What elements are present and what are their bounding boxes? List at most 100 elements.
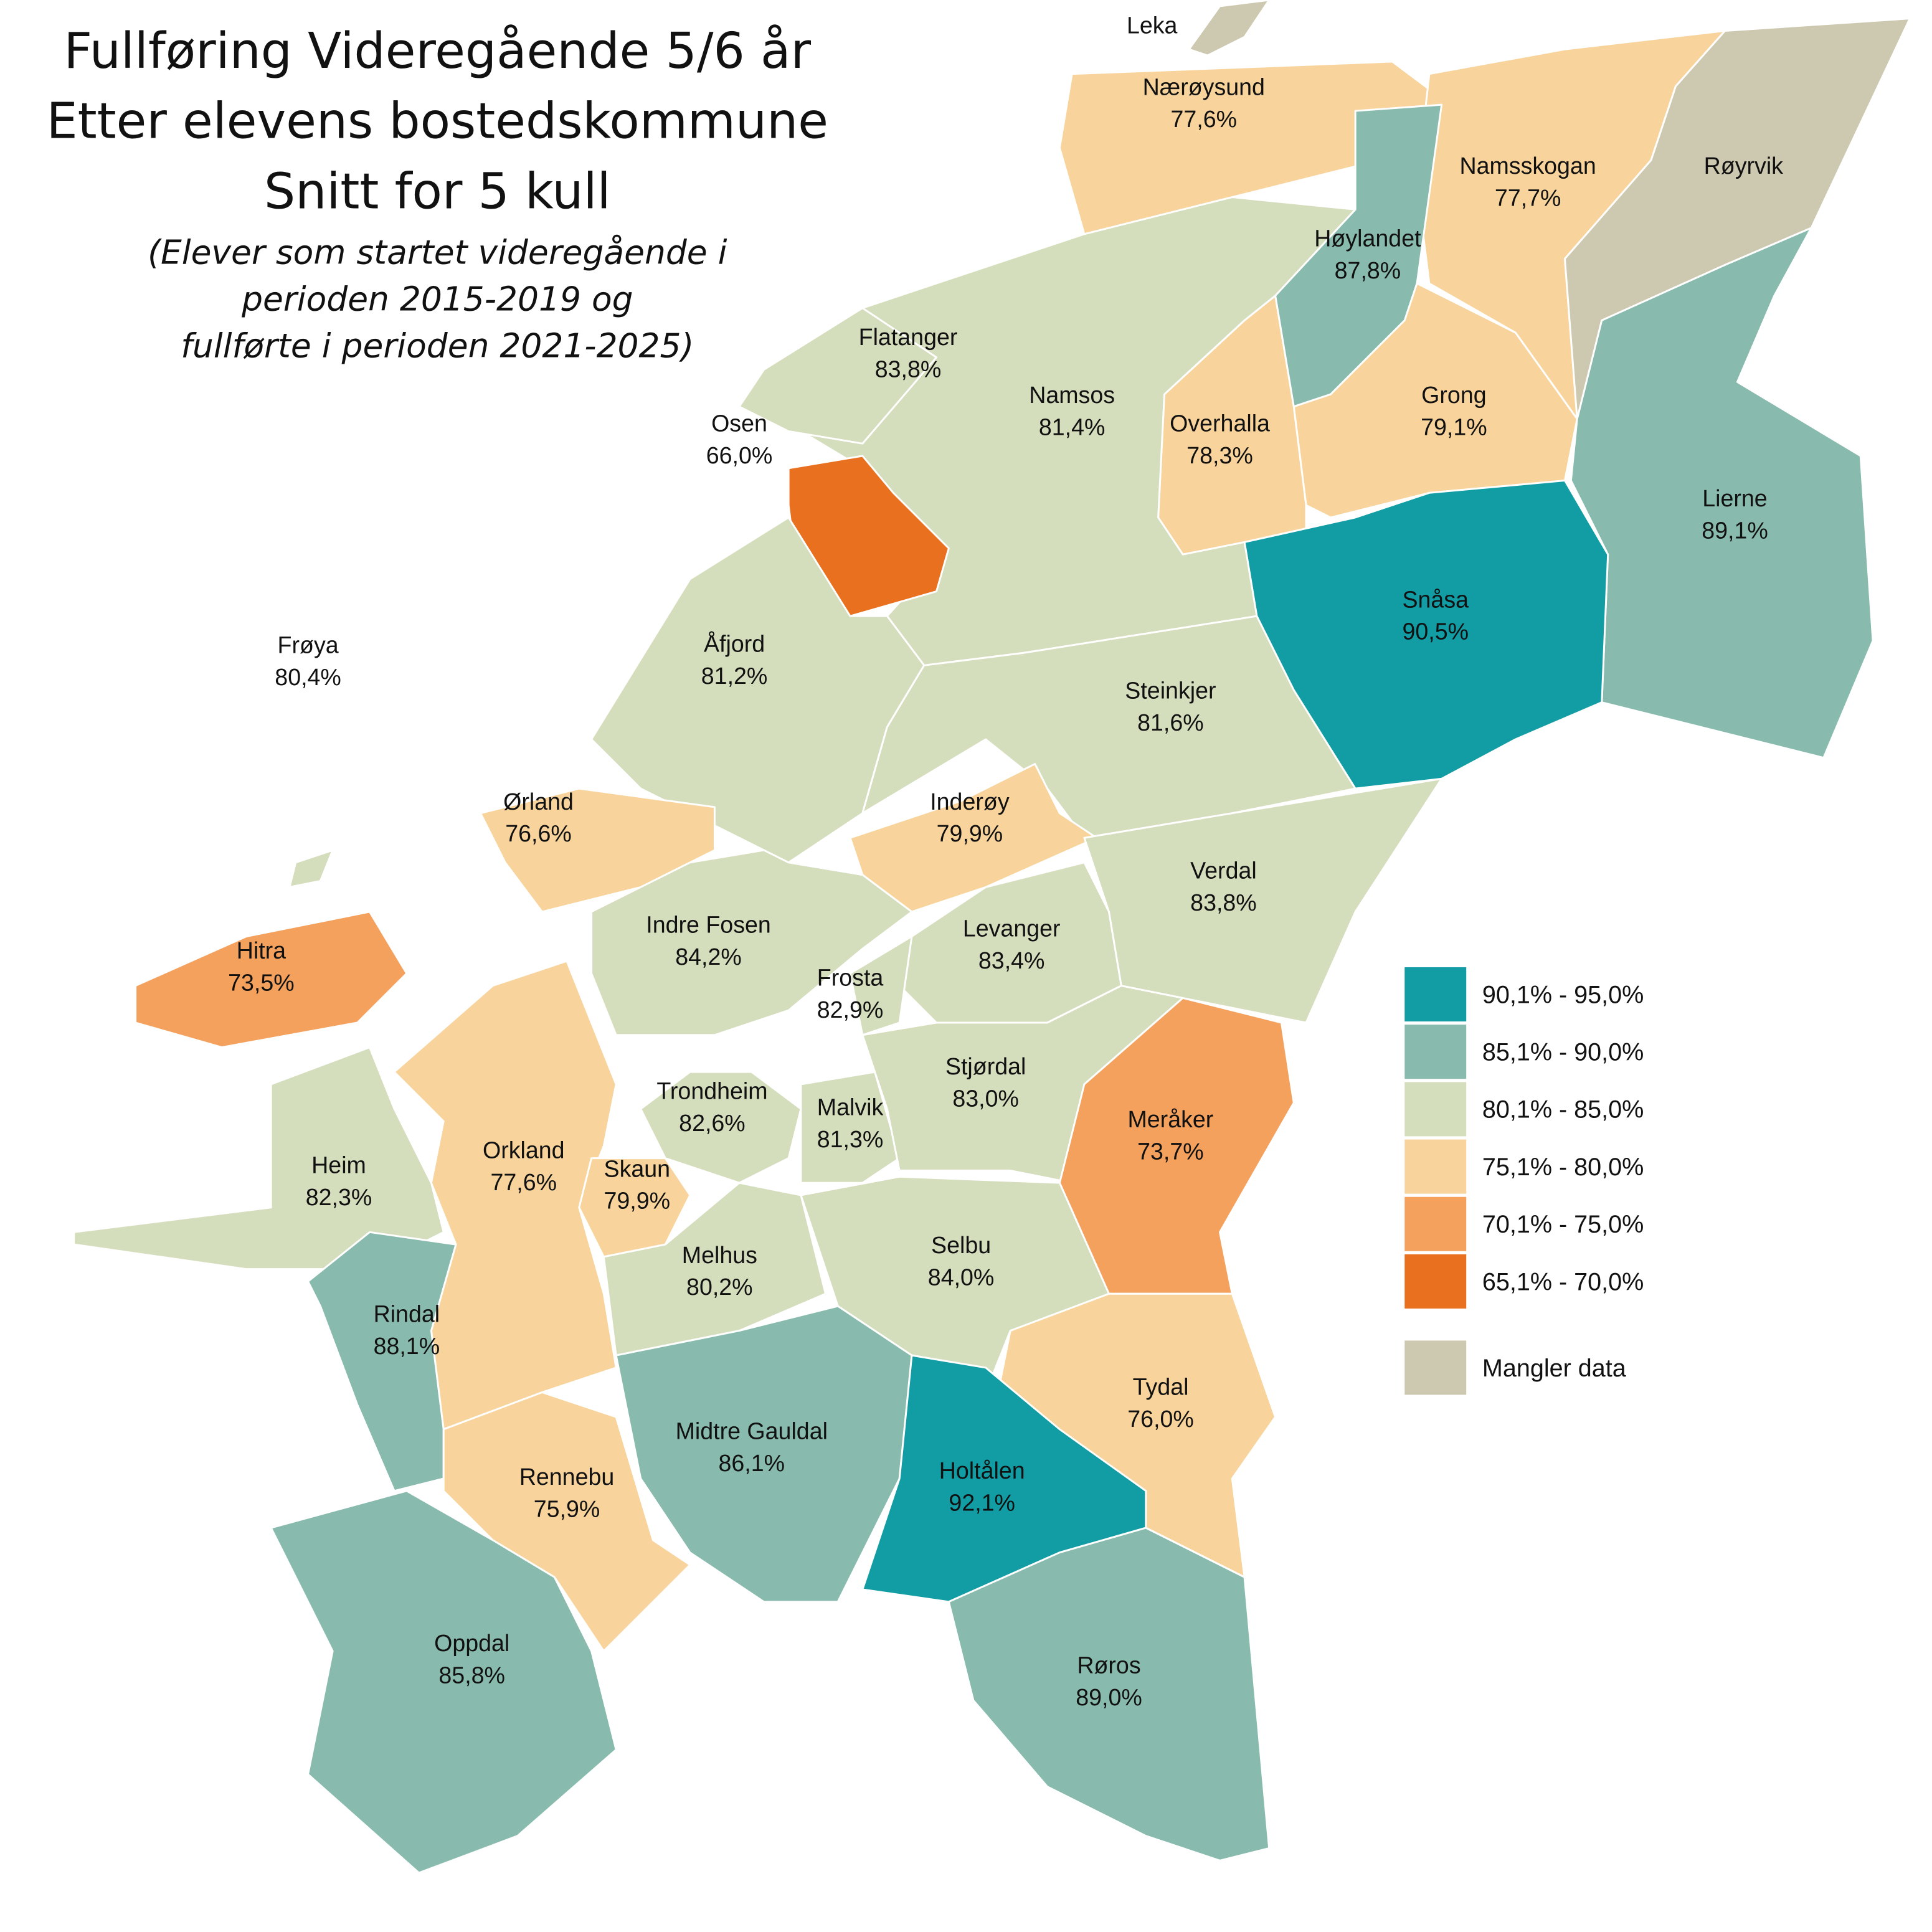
legend-swatch bbox=[1404, 1340, 1467, 1395]
map-title: Snitt for 5 kull bbox=[264, 163, 611, 220]
region-name: Leka bbox=[1127, 12, 1178, 38]
region-value: 83,4% bbox=[978, 947, 1045, 973]
region-name: Lierne bbox=[1702, 485, 1767, 511]
region-value: 84,2% bbox=[675, 944, 742, 970]
region-shape bbox=[1188, 0, 1271, 57]
region-value: 89,0% bbox=[1076, 1684, 1142, 1710]
region-name: Røyrvik bbox=[1704, 153, 1784, 179]
region-value: 81,3% bbox=[817, 1126, 884, 1152]
region-name: Flatanger bbox=[859, 324, 958, 350]
region-name: Levanger bbox=[963, 916, 1061, 942]
region-name: Verdal bbox=[1190, 858, 1257, 884]
region-value: 87,8% bbox=[1335, 257, 1401, 283]
map-title: Fullføring Videregående 5/6 år bbox=[64, 22, 812, 80]
region-name: Namsos bbox=[1029, 382, 1115, 408]
region-shape bbox=[640, 1071, 802, 1184]
region-value: 85,8% bbox=[438, 1662, 505, 1688]
region-shape bbox=[849, 935, 913, 1036]
legend-label: 85,1% - 90,0% bbox=[1482, 1039, 1644, 1066]
regions bbox=[73, 0, 1911, 1874]
legend-label: 65,1% - 70,0% bbox=[1482, 1268, 1644, 1295]
region-name: Høylandet bbox=[1314, 225, 1421, 252]
legend-swatch bbox=[1404, 1082, 1467, 1137]
region-value: 89,1% bbox=[1702, 518, 1768, 544]
map-subtitle: perioden 2015-2019 og bbox=[241, 280, 633, 319]
region-name: Trondheim bbox=[656, 1078, 767, 1104]
region-value: 73,7% bbox=[1137, 1139, 1204, 1165]
region-shape bbox=[861, 615, 1357, 839]
region-value: 83,0% bbox=[952, 1086, 1019, 1112]
legend-swatch bbox=[1404, 967, 1467, 1022]
region-value: 84,0% bbox=[928, 1264, 995, 1290]
region-value: 82,3% bbox=[306, 1184, 372, 1210]
region-shape bbox=[738, 307, 938, 445]
legend-swatch bbox=[1404, 1025, 1467, 1079]
legend-swatch bbox=[1404, 1139, 1467, 1194]
region-shape bbox=[947, 1527, 1271, 1862]
region-labels: Leka Nærøysund 77,6% Namsskogan 77,7% Røyrvik… bbox=[228, 12, 1783, 1710]
region-value: 66,0% bbox=[706, 442, 773, 468]
legend-swatch bbox=[1404, 1254, 1467, 1309]
region-name: Orkland bbox=[483, 1137, 565, 1163]
region-value: 88,1% bbox=[374, 1333, 440, 1359]
region-value: 75,9% bbox=[534, 1495, 600, 1522]
map-subtitle: fullførte i perioden 2021-2025) bbox=[181, 326, 694, 366]
region-name: Røros bbox=[1077, 1652, 1140, 1679]
region-shape bbox=[393, 960, 617, 1431]
region-name: Namsskogan bbox=[1459, 153, 1596, 179]
region-value: 82,9% bbox=[817, 997, 884, 1023]
region-shape bbox=[135, 911, 408, 1049]
legend-label: 80,1% - 85,0% bbox=[1482, 1096, 1644, 1124]
heading: Fullføring Videregående 5/6 år Etter elev… bbox=[47, 22, 828, 366]
region-name: Grong bbox=[1421, 382, 1486, 408]
region-name: Skaun bbox=[604, 1155, 671, 1181]
region-value: 90,5% bbox=[1402, 618, 1469, 645]
region-name: Åfjord bbox=[704, 631, 765, 657]
region-name: Steinkjer bbox=[1125, 678, 1216, 704]
region-name: Midtre Gauldal bbox=[676, 1418, 828, 1444]
region-name: Frøya bbox=[278, 632, 339, 658]
region-shape bbox=[615, 1305, 913, 1603]
region-value: 86,1% bbox=[718, 1450, 785, 1476]
region-value: 81,6% bbox=[1137, 709, 1204, 736]
region-name: Meråker bbox=[1127, 1106, 1213, 1132]
region-shape bbox=[270, 1490, 617, 1874]
region-name: Rindal bbox=[374, 1301, 440, 1327]
region-shape bbox=[590, 849, 913, 1036]
map-subtitle: (Elever som startet videregående i bbox=[148, 232, 727, 272]
region-value: 77,6% bbox=[491, 1169, 557, 1195]
region-name: Inderøy bbox=[930, 788, 1010, 815]
region-value: 76,0% bbox=[1127, 1406, 1194, 1432]
region-value: 77,7% bbox=[1495, 184, 1561, 211]
region-value: 80,4% bbox=[275, 664, 341, 690]
region-shape bbox=[1292, 282, 1578, 519]
region-value: 92,1% bbox=[949, 1489, 1015, 1515]
region-shape bbox=[288, 849, 334, 888]
region-name: Heim bbox=[311, 1152, 366, 1178]
region-value: 83,8% bbox=[1190, 889, 1257, 916]
region-value: 81,4% bbox=[1039, 414, 1106, 440]
region-name: Tydal bbox=[1133, 1373, 1189, 1399]
region-value: 79,1% bbox=[1421, 414, 1487, 440]
region-name: Nærøysund bbox=[1143, 73, 1265, 100]
region-value: 83,8% bbox=[875, 356, 942, 382]
region-name: Malvik bbox=[817, 1094, 884, 1120]
region-value: 82,6% bbox=[679, 1110, 746, 1136]
legend-label: 90,1% - 95,0% bbox=[1482, 981, 1644, 1008]
region-name: Stjørdal bbox=[945, 1053, 1026, 1079]
region-value: 76,6% bbox=[505, 820, 572, 846]
region-name: Ørland bbox=[503, 788, 574, 815]
legend-label: 75,1% - 80,0% bbox=[1482, 1153, 1644, 1181]
region-shape bbox=[1058, 60, 1443, 235]
region-value: 81,2% bbox=[701, 663, 768, 689]
region-value: 73,5% bbox=[228, 970, 295, 996]
legend-label: Mangler data bbox=[1482, 1355, 1626, 1382]
legend: 90,1% - 95,0% 85,1% - 90,0% 80,1% - 85,0% 7… bbox=[1404, 967, 1644, 1395]
legend-swatch bbox=[1404, 1196, 1467, 1251]
legend-label: 70,1% - 75,0% bbox=[1482, 1211, 1644, 1238]
region-name: Selbu bbox=[931, 1232, 991, 1258]
region-value: 80,2% bbox=[686, 1274, 753, 1300]
region-shape bbox=[800, 1071, 901, 1184]
region-shape bbox=[307, 1231, 457, 1492]
